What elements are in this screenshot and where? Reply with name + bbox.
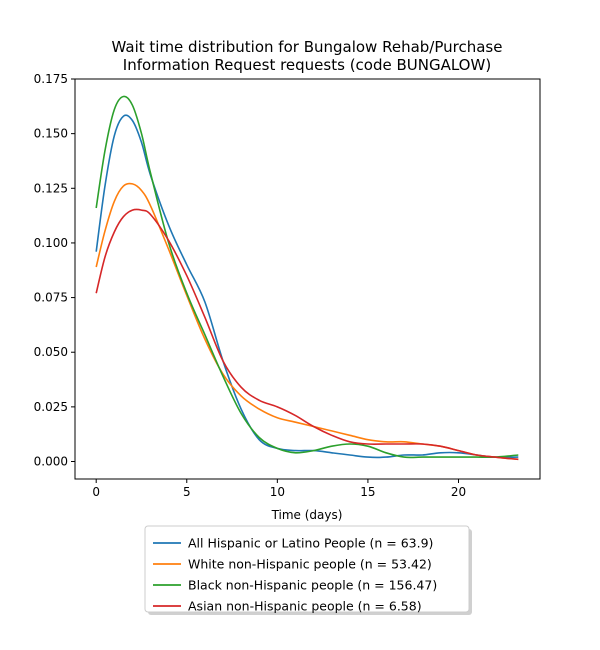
x-tick-label: 10: [270, 485, 285, 499]
x-tick-label: 15: [360, 485, 375, 499]
legend-label-4: Asian non-Hispanic people (n = 6.58): [188, 599, 422, 614]
legend-label-2: White non-Hispanic people (n = 53.42): [188, 557, 432, 572]
legend: All Hispanic or Latino People (n = 63.9)…: [144, 525, 472, 615]
legend-box: [144, 525, 470, 613]
y-tick-label: 0.000: [34, 455, 68, 469]
axes: 0 5 10 15 20 0.000 0.025 0.050 0.075 0.100 0.125 0.…: [34, 72, 466, 499]
y-tick-label: 0.100: [34, 236, 68, 250]
plot-lines: [95, 95, 519, 461]
series-line-3: [95, 95, 519, 459]
y-tick-label: 0.050: [34, 345, 68, 359]
y-tick-label: 0.025: [34, 400, 68, 414]
chart-title-line-1: Wait time distribution for Bungalow Reha…: [112, 38, 503, 56]
x-tick-label: 0: [92, 485, 100, 499]
x-axis-label: Time (days): [271, 508, 343, 522]
series-line-1: [95, 114, 519, 459]
x-tick-label: 20: [451, 485, 466, 499]
y-tick-label: 0.175: [34, 72, 68, 86]
y-tick-label: 0.150: [34, 127, 68, 141]
chart-title-line-2: Information Request requests (code BUNGA…: [123, 56, 491, 74]
y-tick-label: 0.075: [34, 291, 68, 305]
series-line-4: [95, 208, 519, 461]
plot-frame: [74, 78, 541, 480]
x-tick-label: 5: [183, 485, 191, 499]
legend-label-3: Black non-Hispanic people (n = 156.47): [188, 578, 437, 593]
y-tick-label: 0.125: [34, 181, 68, 195]
legend-label-1: All Hispanic or Latino People (n = 63.9): [188, 536, 433, 551]
